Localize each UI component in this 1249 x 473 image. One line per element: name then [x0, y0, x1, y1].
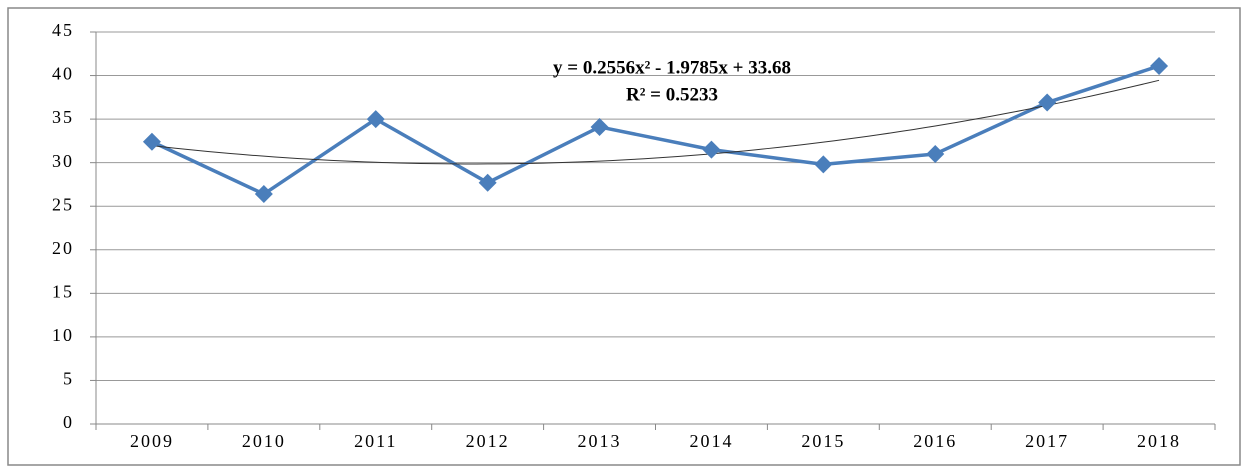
point-marker: [366, 110, 385, 129]
y-tick-label: 5: [63, 369, 74, 389]
x-tick-label: 2009: [130, 431, 174, 451]
point-marker: [814, 155, 833, 174]
trendline: [151, 79, 1160, 165]
point-marker: [1038, 93, 1057, 112]
y-tick-label: 15: [52, 281, 74, 301]
trendline-r-squared: R² = 0.5233: [626, 84, 718, 105]
point-marker: [926, 144, 945, 163]
y-tick-label: 10: [52, 325, 74, 345]
point-marker: [142, 132, 161, 151]
point-marker: [590, 117, 609, 136]
point-marker: [702, 140, 721, 159]
x-tick-label: 2013: [578, 431, 622, 451]
point-marker: [1150, 56, 1169, 75]
x-tick-label: 2014: [689, 431, 733, 451]
x-tick-label: 2011: [354, 431, 397, 451]
chart-frame: [7, 7, 1241, 466]
x-tick-label: 2010: [242, 431, 286, 451]
x-tick-label: 2018: [1137, 431, 1181, 451]
x-tick-label: 2017: [1025, 431, 1069, 451]
y-tick-label: 25: [52, 194, 74, 214]
point-marker: [478, 173, 497, 192]
y-tick-label: 20: [52, 238, 74, 258]
y-tick-label: 30: [52, 151, 74, 171]
y-tick-label: 45: [52, 20, 74, 40]
series-line: [151, 64, 1160, 196]
y-tick-label: 35: [52, 107, 74, 127]
x-tick-label: 2015: [801, 431, 845, 451]
y-tick-label: 40: [52, 64, 74, 84]
trendline-equation: y = 0.2556x² - 1.9785x + 33.68: [553, 57, 791, 78]
x-tick-label: 2012: [466, 431, 510, 451]
x-tick-label: 2016: [913, 431, 957, 451]
point-marker: [254, 185, 273, 204]
y-tick-label: 0: [63, 412, 74, 432]
